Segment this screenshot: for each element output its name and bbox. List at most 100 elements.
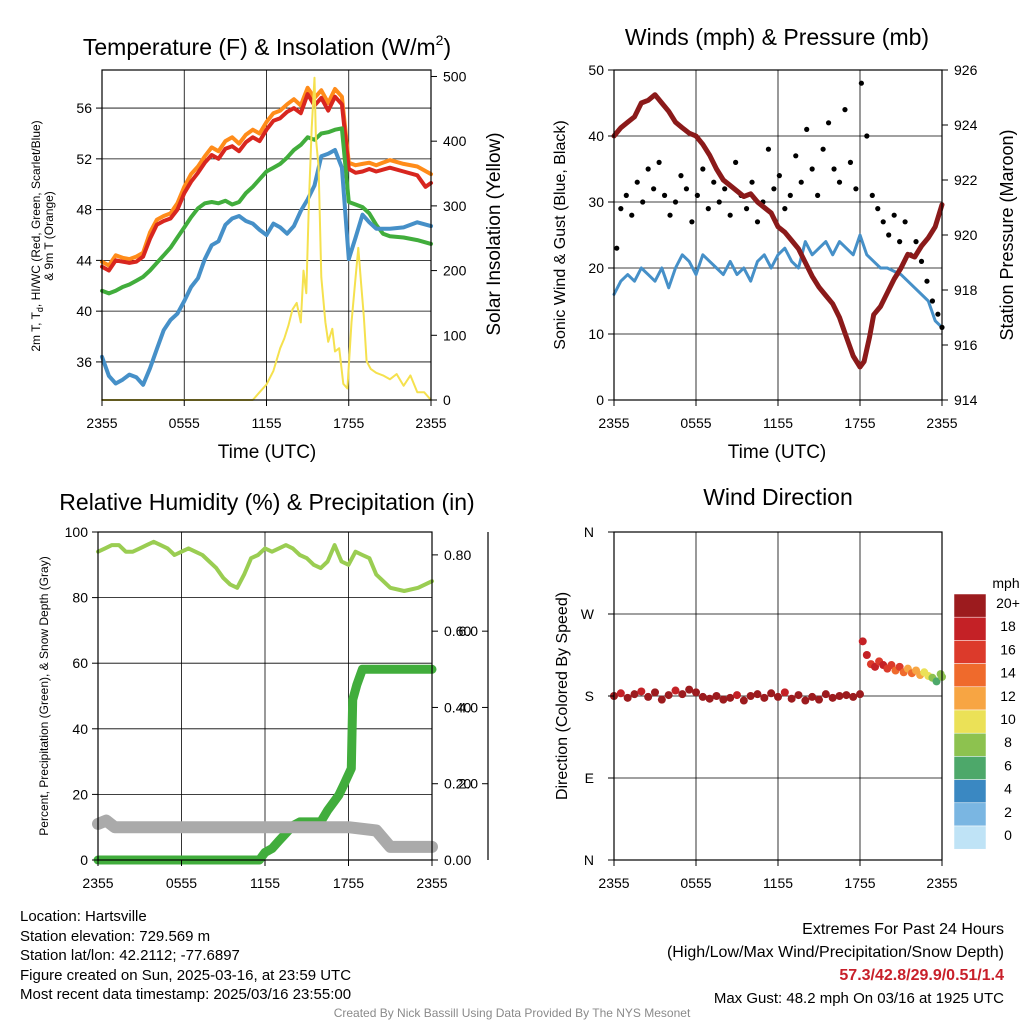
temperature-series-3	[100, 148, 433, 387]
direction-legend-label: 10	[1000, 711, 1016, 727]
winds-gust-point	[683, 186, 690, 192]
winds-rtick-label: 918	[954, 282, 978, 298]
winds-gust-point	[836, 179, 843, 185]
temperature-xtick-label: 1155	[251, 415, 281, 431]
winds-xtick-label: 0555	[680, 415, 711, 431]
winds-gust-point	[614, 245, 620, 251]
direction-legend-swatch	[953, 756, 987, 780]
figure-created: Figure created on Sun, 2025-03-16, at 23…	[20, 966, 352, 984]
direction-legend-swatch	[953, 825, 987, 850]
direction-plot-area	[610, 531, 946, 861]
winds-gust-point	[672, 199, 679, 205]
winds-gust-point	[629, 212, 635, 218]
temperature-series-2	[100, 126, 433, 296]
direction-point	[767, 689, 776, 698]
winds-gust-point	[825, 120, 832, 126]
humidity-ylabel-left: Percent, Precipitation (Green), & Snow D…	[37, 556, 51, 835]
direction-point	[856, 690, 864, 699]
direction-point	[842, 691, 851, 700]
direction-legend-swatch	[953, 616, 987, 641]
winds-gust-point	[787, 192, 793, 198]
direction-point	[753, 690, 762, 699]
humidity-xtick-label: 0555	[166, 875, 197, 891]
winds-gust-point	[754, 219, 761, 225]
winds-gust-point	[924, 278, 930, 284]
humidity-ytick-label: 80	[72, 590, 88, 606]
direction-legend-swatch	[953, 779, 987, 804]
direction-ytick-label: N	[584, 524, 594, 540]
winds-gust-point	[776, 173, 782, 179]
humidity-xtick-label: 1155	[250, 875, 280, 891]
winds-gust-point	[875, 206, 881, 212]
winds-ytick-label: 50	[588, 62, 604, 78]
direction-point	[664, 691, 673, 700]
winds-gust-point	[618, 206, 624, 212]
direction-xtick-label: 1755	[844, 875, 875, 891]
direction-legend-swatch	[953, 709, 987, 734]
humidity-series-1	[93, 664, 437, 865]
direction-point	[698, 692, 707, 701]
temperature-series-4	[101, 76, 432, 401]
winds-gust-point	[842, 107, 848, 113]
winds-rtick-label: 926	[954, 62, 978, 78]
temperature-rtick-label: 200	[443, 263, 467, 279]
winds-gust-point	[771, 186, 777, 192]
extremes-info: Extremes For Past 24 Hours (High/Low/Max…	[667, 918, 1004, 1010]
winds-gust-point	[869, 192, 875, 198]
winds-rtick-label: 916	[954, 337, 978, 353]
direction-xtick-label: 0555	[680, 875, 711, 891]
direction-point	[705, 694, 714, 703]
winds-gust-point	[798, 179, 804, 185]
temperature-series-1	[100, 92, 433, 273]
direction-point	[726, 693, 735, 702]
direction-point	[644, 692, 653, 701]
snow-depth-tick-label: 2.0	[459, 776, 479, 792]
station-elevation: Station elevation: 729.569 m	[20, 927, 211, 945]
winds-gust-point	[935, 311, 941, 317]
temperature-xtick-label: 2355	[415, 415, 446, 431]
winds-ytick-label: 0	[596, 392, 604, 408]
temperature-rtick-label: 0	[443, 392, 451, 408]
direction-point	[623, 693, 632, 702]
temperature-ylabel-left: 2m T, Td, HI/WC (Red, Green, Scarlet/Blu…	[29, 120, 45, 351]
direction-point	[733, 691, 741, 700]
winds-gust-point	[640, 199, 646, 205]
direction-legend-label: 6	[1004, 757, 1012, 773]
humidity-plot-area	[92, 531, 438, 865]
winds-xtick-label: 2355	[926, 415, 957, 431]
direction-ytick-label: E	[585, 770, 594, 786]
temperature-ylabel-right: Solar Insolation (Yellow)	[484, 132, 505, 335]
humidity-rtick-label: 0.60	[444, 623, 471, 639]
winds-series-2	[611, 92, 945, 370]
winds-gust-point	[864, 133, 870, 139]
direction-legend-label: 12	[1000, 688, 1016, 704]
direction-point	[849, 692, 858, 701]
winds-ylabel-left: Sonic Wind & Gust (Blue, Black)	[552, 120, 569, 349]
direction-xtick-label: 2355	[926, 875, 957, 891]
direction-point	[815, 695, 823, 704]
temperature-series-0	[100, 85, 433, 268]
direction-point	[739, 696, 748, 705]
winds-gust-point	[634, 179, 640, 185]
direction-legend-swatch	[953, 593, 987, 618]
direction-point	[801, 696, 810, 705]
temperature-ytick-label: 52	[76, 151, 92, 167]
humidity-series-0	[96, 539, 434, 593]
direction-xtick-label: 1155	[763, 875, 793, 891]
winds-gust-point	[678, 173, 684, 179]
winds-gust-point	[847, 159, 854, 165]
temperature-rtick-label: 300	[443, 198, 467, 214]
direction-legend-label: 18	[1000, 618, 1016, 634]
direction-point	[862, 651, 871, 659]
winds-gust-point	[716, 199, 722, 205]
winds-ytick-label: 30	[588, 194, 604, 210]
direction-point	[630, 690, 639, 699]
direction-point	[637, 687, 646, 696]
direction-point	[671, 686, 680, 695]
direction-legend-label: 20+	[996, 595, 1020, 611]
winds-gust-point	[886, 232, 892, 238]
humidity-series-2	[92, 814, 438, 853]
winds-series-0	[612, 233, 944, 329]
humidity-rtick-label: 0.40	[444, 699, 471, 715]
winds-gust-point	[880, 219, 886, 225]
